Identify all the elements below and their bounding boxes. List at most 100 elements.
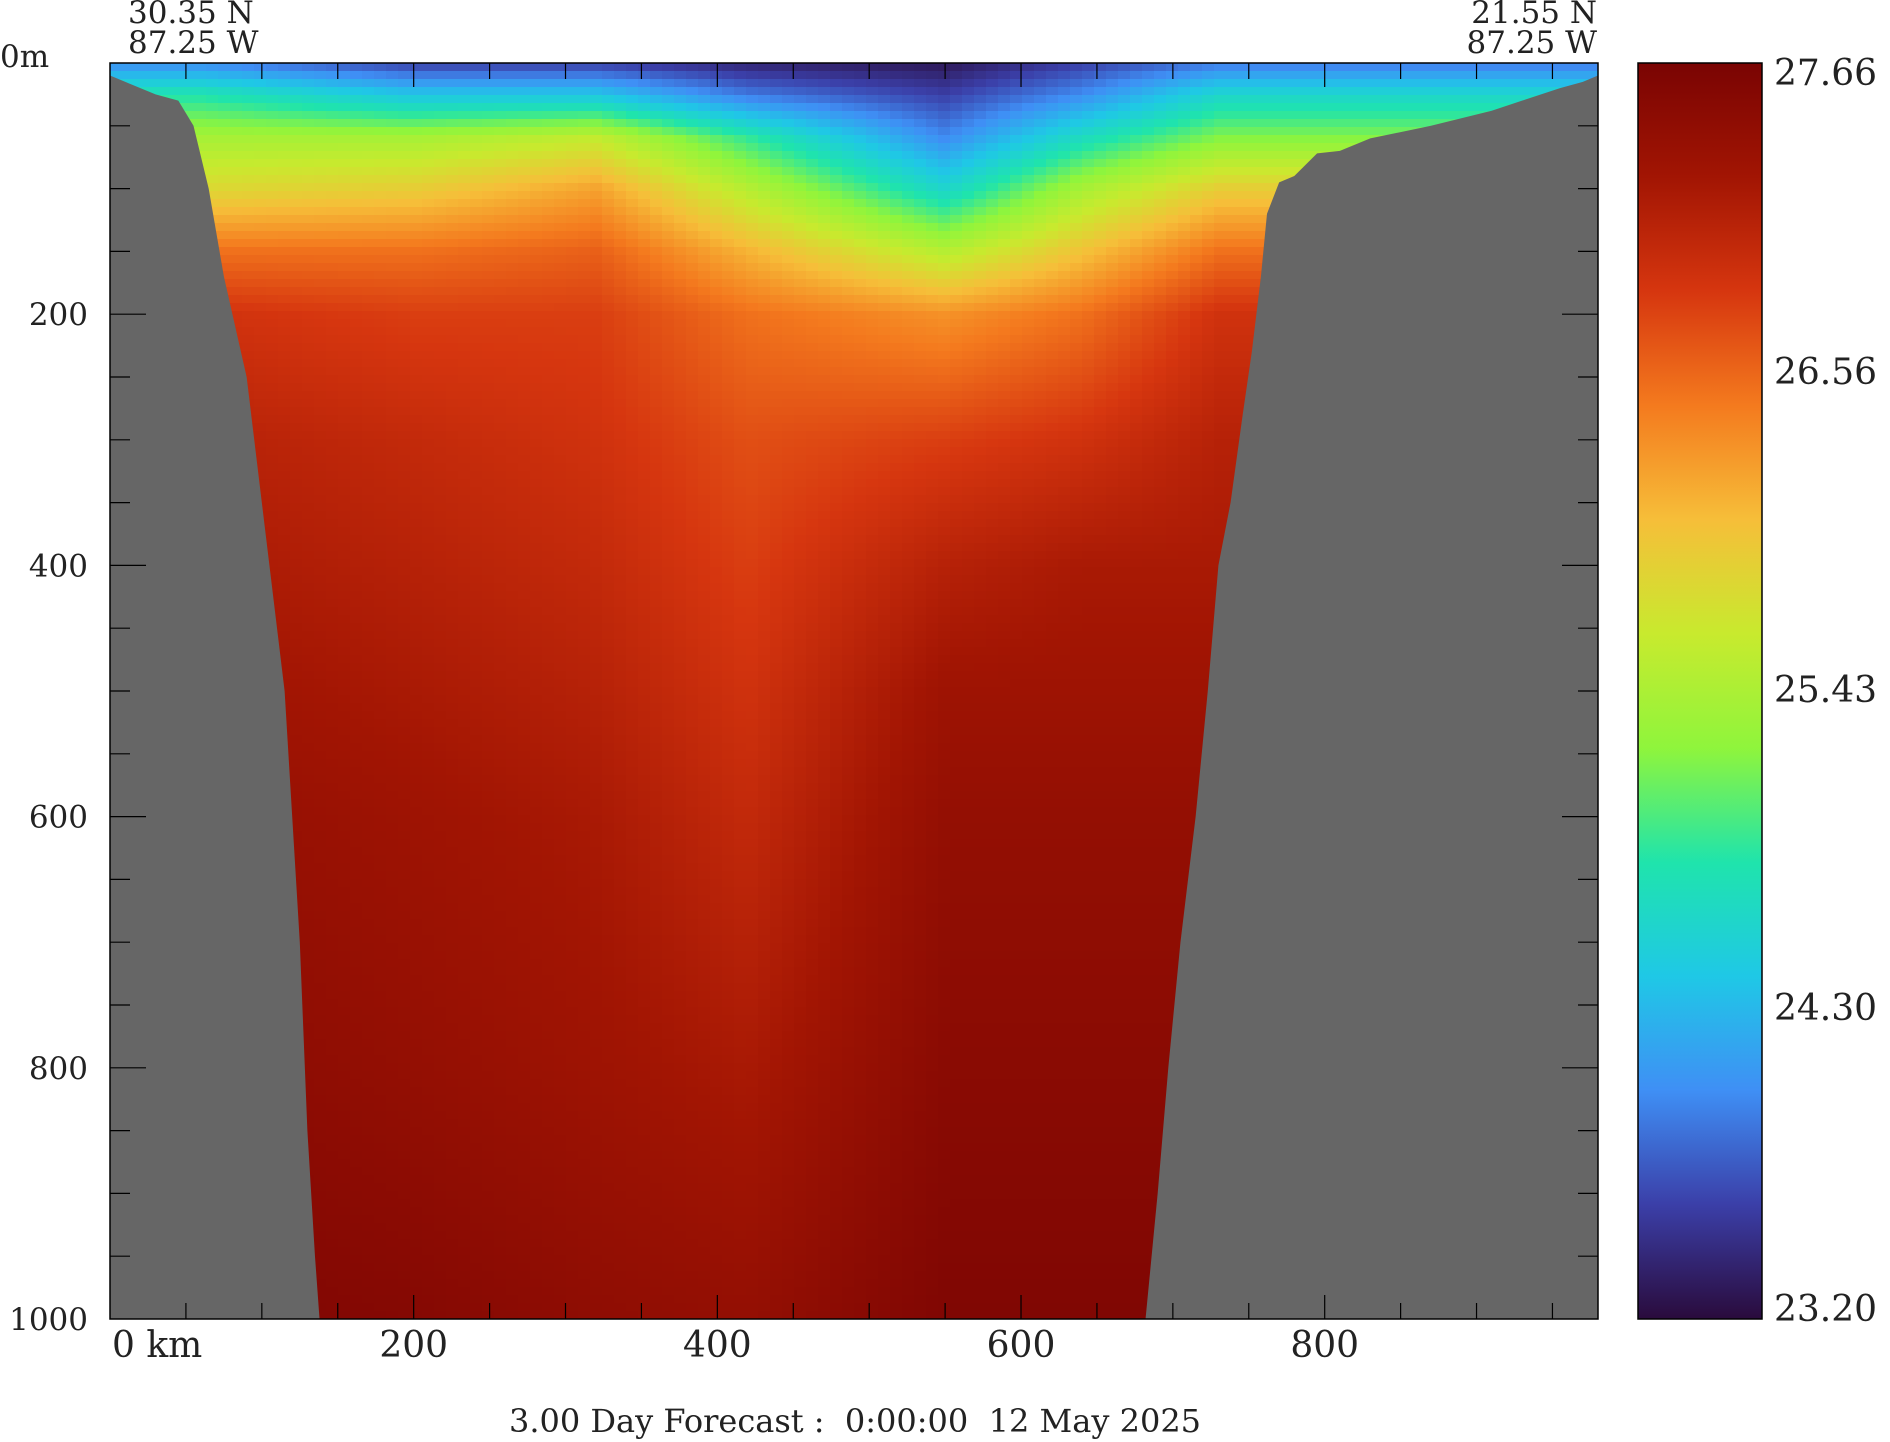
field-cell <box>734 63 747 72</box>
field-cell <box>254 79 267 88</box>
field-cell <box>566 111 579 120</box>
field-cell <box>638 247 651 256</box>
field-cell <box>1226 199 1239 208</box>
field-cell <box>1454 87 1467 96</box>
field-cell <box>770 287 783 296</box>
field-cell <box>602 215 615 224</box>
field-cell <box>554 207 567 216</box>
field-cell <box>218 63 231 72</box>
field-cell <box>782 343 795 352</box>
field-cell <box>542 167 555 176</box>
field-cell <box>398 183 411 192</box>
field-cell <box>818 303 831 312</box>
field-cell <box>722 335 735 344</box>
field-cell <box>578 207 591 216</box>
field-cell <box>470 111 483 120</box>
field-cell <box>1334 119 1347 128</box>
field-cell <box>818 263 831 272</box>
field-cell <box>1154 279 1167 288</box>
field-cell <box>914 183 927 192</box>
field-cell <box>998 367 1011 376</box>
field-cell <box>482 255 495 264</box>
field-cell <box>806 135 819 144</box>
field-cell <box>458 359 471 368</box>
field-cell <box>1082 247 1095 256</box>
field-cell <box>1214 127 1227 136</box>
field-cell <box>434 327 447 336</box>
field-cell <box>590 71 603 80</box>
field-cell <box>302 127 315 136</box>
field-cell <box>986 279 999 288</box>
field-cell <box>566 287 579 296</box>
field-cell <box>398 119 411 128</box>
field-cell <box>506 295 519 304</box>
field-cell <box>1010 127 1023 136</box>
field-cell <box>422 255 435 264</box>
field-cell <box>254 71 267 80</box>
field-cell <box>902 223 915 232</box>
field-cell <box>1382 87 1395 96</box>
field-cell <box>326 239 339 248</box>
field-cell <box>1070 279 1083 288</box>
field-cell <box>494 71 507 80</box>
field-cell <box>1226 231 1239 240</box>
field-cell <box>1130 119 1143 128</box>
field-cell <box>566 223 579 232</box>
field-cell <box>782 143 795 152</box>
field-cell <box>350 263 363 272</box>
field-cell <box>458 239 471 248</box>
field-cell <box>890 95 903 104</box>
field-cell <box>1070 103 1083 112</box>
field-cell <box>266 351 279 360</box>
field-cell <box>194 63 207 72</box>
field-cell <box>242 319 255 328</box>
field-cell <box>1178 319 1191 328</box>
field-cell <box>1262 183 1275 192</box>
field-cell <box>554 143 567 152</box>
field-cell <box>542 343 555 352</box>
field-cell <box>350 135 363 144</box>
field-cell <box>962 295 975 304</box>
field-cell <box>566 143 579 152</box>
field-cell <box>818 87 831 96</box>
field-cell <box>938 223 951 232</box>
field-cell <box>578 319 591 328</box>
field-cell <box>950 159 963 168</box>
field-cell <box>410 135 423 144</box>
field-cell <box>1046 223 1059 232</box>
field-cell <box>602 375 615 384</box>
field-cell <box>1454 103 1467 112</box>
field-cell <box>1526 87 1539 96</box>
field-cell <box>1502 87 1515 96</box>
field-cell <box>302 367 315 376</box>
field-cell <box>242 63 255 72</box>
field-cell <box>1298 71 1311 80</box>
field-cell <box>1070 295 1083 304</box>
field-cell <box>674 111 687 120</box>
field-cell <box>290 351 303 360</box>
field-cell <box>302 135 315 144</box>
field-cell <box>938 367 951 376</box>
field-cell <box>734 327 747 336</box>
field-cell <box>1166 351 1179 360</box>
field-cell <box>242 271 255 280</box>
field-cell <box>1178 143 1191 152</box>
field-cell <box>374 63 387 72</box>
field-cell <box>638 335 651 344</box>
field-cell <box>362 263 375 272</box>
field-cell <box>602 359 615 368</box>
field-cell <box>530 303 543 312</box>
field-cell <box>1334 63 1347 72</box>
field-cell <box>1454 63 1467 72</box>
field-cell <box>998 95 1011 104</box>
field-cell <box>626 271 639 280</box>
field-cell <box>734 295 747 304</box>
field-cell <box>1010 335 1023 344</box>
field-cell <box>1058 191 1071 200</box>
field-cell <box>974 103 987 112</box>
field-cell <box>926 215 939 224</box>
field-cell <box>1046 167 1059 176</box>
field-cell <box>1070 63 1083 72</box>
field-cell <box>962 231 975 240</box>
field-cell <box>866 63 879 72</box>
